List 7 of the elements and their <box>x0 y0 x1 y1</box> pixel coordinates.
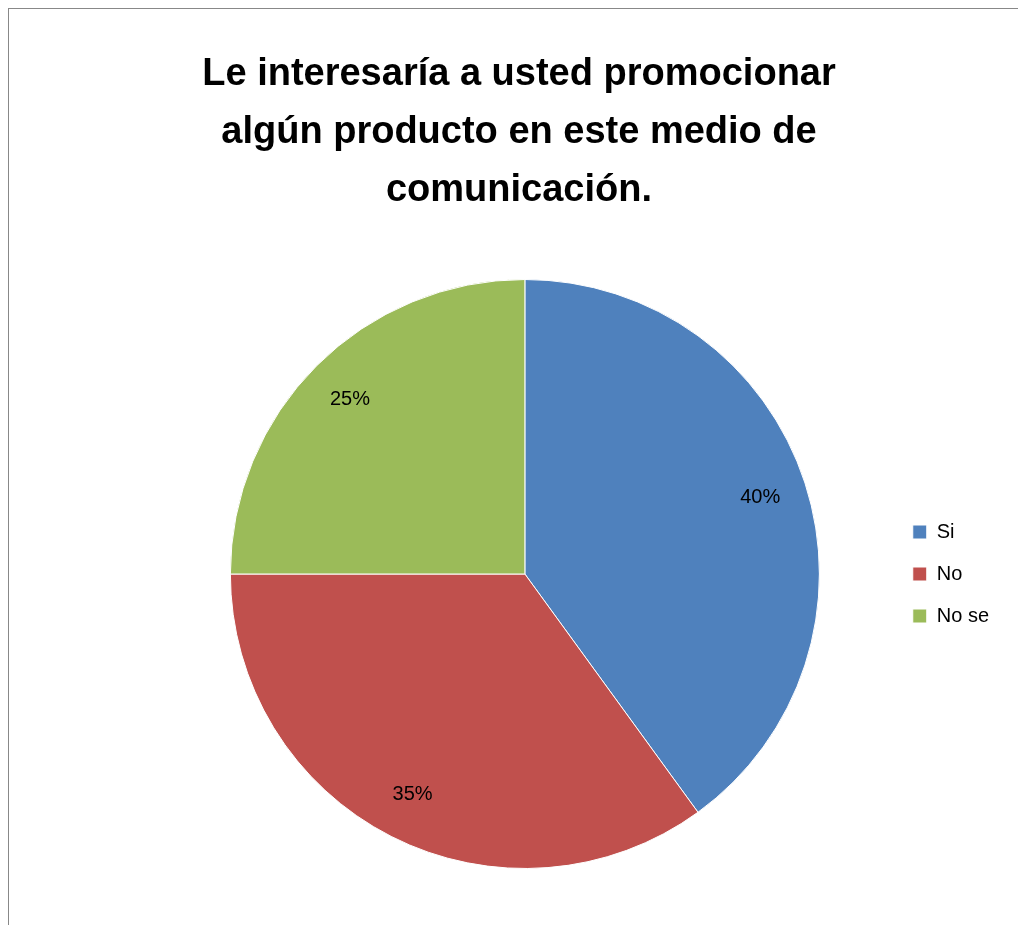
data-label: 25% <box>329 386 371 409</box>
data-label: 35% <box>392 781 433 804</box>
chart-title: Le interesaría a usted promocionar algún producto en este medio de comunicación. <box>201 50 837 211</box>
legend-label: No <box>936 561 963 584</box>
data-label: 40% <box>740 485 781 508</box>
legend-label: Si <box>936 519 955 542</box>
legend-label: No se <box>936 603 989 626</box>
